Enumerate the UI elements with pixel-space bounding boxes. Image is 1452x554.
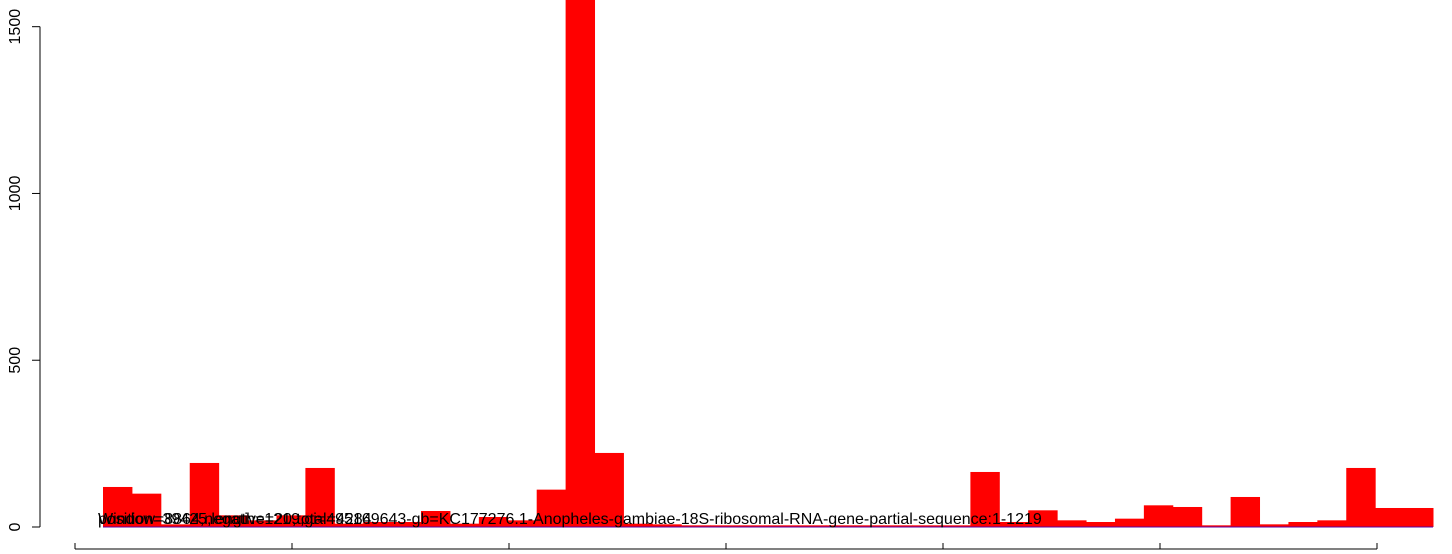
bar bbox=[1230, 496, 1261, 527]
bar bbox=[739, 525, 769, 527]
bar bbox=[1086, 522, 1116, 527]
bar bbox=[421, 510, 451, 527]
bar bbox=[565, 0, 596, 527]
bar bbox=[594, 452, 624, 527]
bar bbox=[103, 486, 133, 527]
y-tick-label: 1000 bbox=[7, 176, 24, 212]
bar bbox=[160, 524, 191, 527]
y-axis: 0 500 1000 1500 bbox=[7, 9, 41, 531]
bar bbox=[854, 525, 885, 527]
bar bbox=[1404, 507, 1434, 527]
bar bbox=[363, 522, 393, 527]
bar bbox=[536, 489, 567, 527]
y-tick-label: 0 bbox=[7, 522, 24, 531]
bar bbox=[1114, 518, 1145, 527]
bar bbox=[912, 525, 942, 527]
bar bbox=[1375, 507, 1405, 527]
overlaid-label: Window=8864,negative=20,total=4284 bbox=[98, 511, 372, 528]
bar bbox=[1317, 520, 1347, 527]
bar bbox=[218, 515, 249, 527]
bar bbox=[1057, 520, 1087, 527]
y-tick-label: 1500 bbox=[7, 9, 24, 45]
bar-series bbox=[103, 0, 1434, 528]
bar bbox=[507, 520, 538, 527]
bar bbox=[970, 471, 1000, 527]
bar bbox=[681, 525, 711, 527]
bar bbox=[392, 522, 422, 527]
bar bbox=[1028, 510, 1058, 527]
bar bbox=[1288, 522, 1318, 527]
bar bbox=[1346, 467, 1376, 527]
bar bbox=[652, 524, 682, 527]
bar bbox=[276, 515, 306, 527]
bar bbox=[941, 525, 971, 527]
bar bbox=[883, 525, 914, 527]
overlaid-text-labels: Window=8864,negative=20,total=4284positi… bbox=[98, 511, 1042, 528]
bar bbox=[189, 462, 220, 527]
bar bbox=[334, 523, 364, 527]
y-tick-label: 500 bbox=[7, 347, 24, 374]
bar bbox=[999, 522, 1029, 527]
bar bbox=[1259, 524, 1289, 527]
bar bbox=[796, 525, 827, 527]
bar bbox=[131, 493, 162, 527]
bar bbox=[1172, 506, 1203, 527]
bar bbox=[478, 516, 509, 527]
bar bbox=[305, 467, 335, 527]
bar bbox=[1201, 525, 1232, 527]
bar bbox=[1143, 505, 1174, 527]
bar bbox=[825, 525, 856, 527]
bar bbox=[768, 525, 798, 527]
bar bbox=[623, 523, 653, 527]
bar bbox=[710, 525, 740, 527]
bottom-axis-line bbox=[74, 543, 1378, 550]
bar bbox=[247, 520, 277, 527]
overlaid-label: position=39425,length=1219,gi=495169643-… bbox=[98, 511, 1042, 528]
bar bbox=[449, 523, 480, 527]
